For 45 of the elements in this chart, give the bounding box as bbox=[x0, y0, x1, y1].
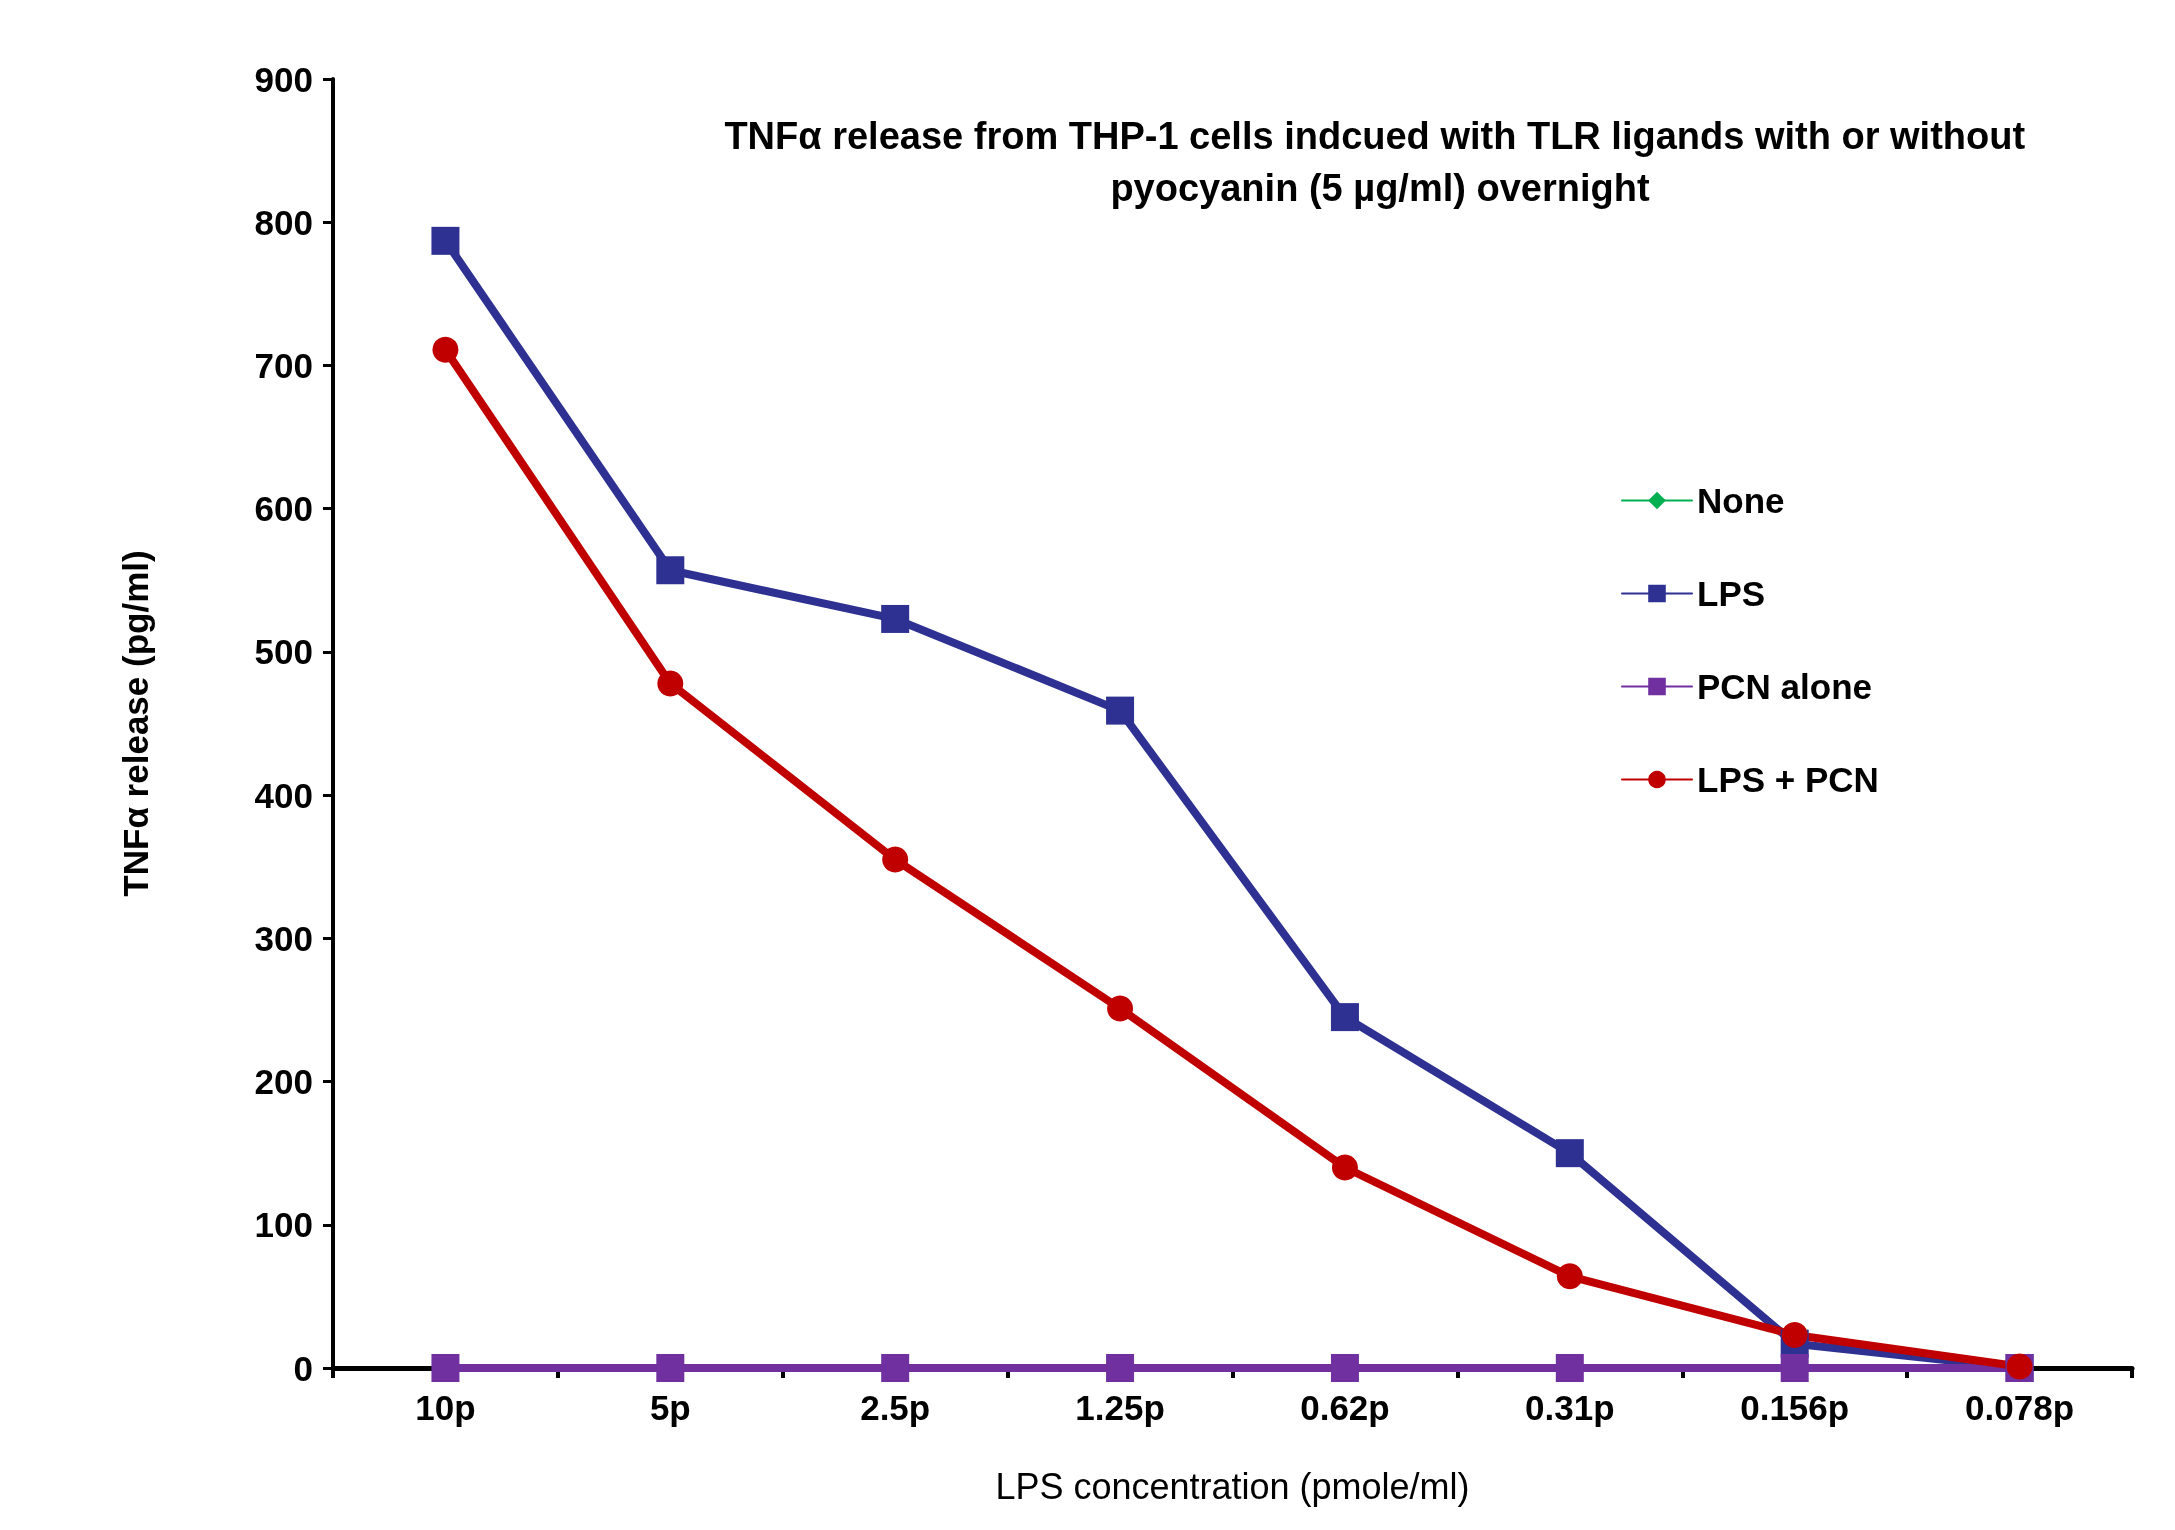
x-tick-label: 2.5p bbox=[860, 1388, 931, 1427]
point bbox=[1556, 1263, 1583, 1290]
point bbox=[881, 604, 910, 633]
legend-label: None bbox=[1697, 481, 1785, 520]
point bbox=[882, 846, 909, 873]
point bbox=[1330, 1003, 1359, 1032]
y-tick-label: 500 bbox=[254, 632, 313, 672]
point bbox=[1107, 995, 1134, 1022]
x-tick-label: 0.62p bbox=[1300, 1388, 1390, 1427]
point bbox=[656, 1354, 685, 1382]
point bbox=[1781, 1322, 1808, 1349]
point bbox=[881, 1354, 910, 1382]
y-tick-label: 700 bbox=[254, 345, 313, 385]
y-axis-title: TNFα release (pg/ml) bbox=[116, 550, 155, 897]
y-tick-label: 600 bbox=[254, 489, 313, 529]
point bbox=[656, 556, 685, 585]
x-tick-label: 0.156p bbox=[1740, 1388, 1850, 1427]
point bbox=[1331, 1154, 1358, 1181]
legend-label: LPS + PCN bbox=[1697, 760, 1879, 799]
y-tick-label: 400 bbox=[254, 775, 313, 815]
point bbox=[657, 670, 684, 697]
legend-label: PCN alone bbox=[1697, 667, 1873, 706]
point bbox=[1555, 1354, 1584, 1382]
y-tick-label: 300 bbox=[254, 918, 313, 958]
x-tick-label: 0.31p bbox=[1525, 1388, 1615, 1427]
point bbox=[1106, 1354, 1135, 1382]
point bbox=[1106, 696, 1135, 725]
y-tick-label: 900 bbox=[254, 59, 313, 99]
point bbox=[431, 1354, 460, 1382]
x-tick-label: 0.078p bbox=[1965, 1388, 2075, 1427]
y-tick-label: 100 bbox=[254, 1205, 313, 1245]
point bbox=[431, 226, 460, 255]
legend-label: LPS bbox=[1697, 574, 1766, 613]
point bbox=[1330, 1354, 1359, 1382]
point bbox=[1780, 1354, 1809, 1382]
point bbox=[1555, 1139, 1584, 1168]
x-tick-label: 1.25p bbox=[1075, 1388, 1165, 1427]
text: TNFα release from THP-1 cells indcued with TLR ligands with or without pyocyanin (5 µg/ml) overnight bbox=[724, 115, 2036, 209]
point bbox=[432, 336, 459, 363]
x-axis-title: LPS concentration (pmole/ml) bbox=[995, 1465, 1470, 1507]
y-tick-label: 200 bbox=[254, 1062, 313, 1102]
x-tick-label: 5p bbox=[649, 1388, 691, 1427]
y-tick-label: 800 bbox=[254, 202, 313, 242]
y-tick-label: 0 bbox=[293, 1348, 313, 1388]
x-tick-label: 10p bbox=[415, 1388, 476, 1427]
